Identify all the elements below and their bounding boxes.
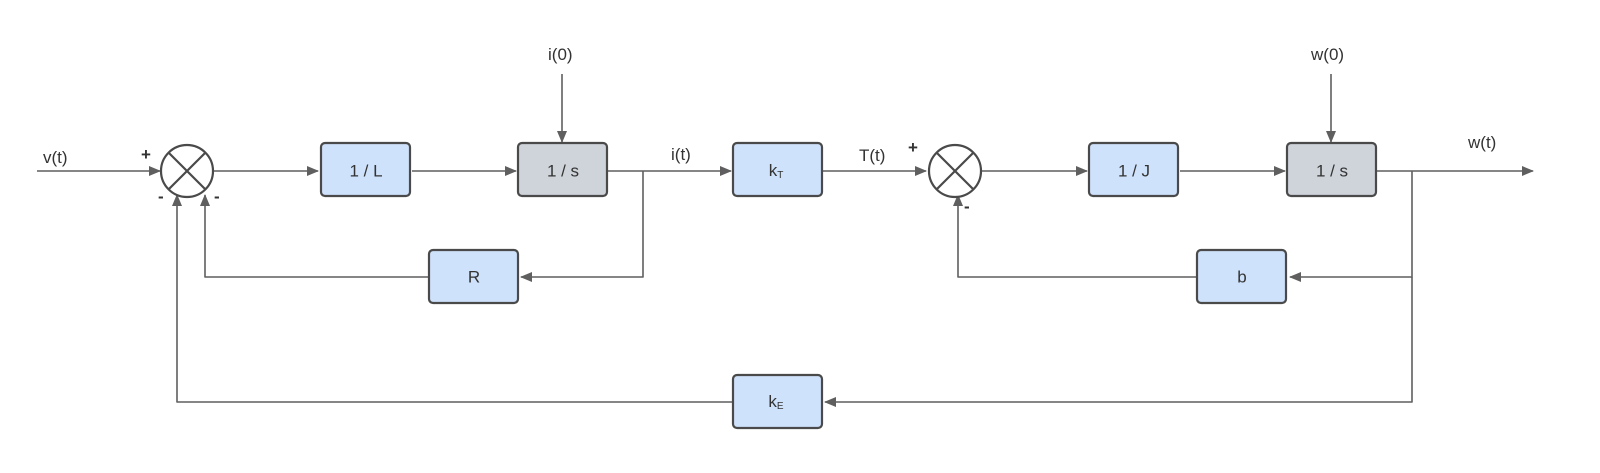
sum1-plus-sign: + [141, 145, 151, 164]
wire-b-to-sum2 [953, 194, 1197, 278]
block-integrator-speed: 1 / s [1285, 141, 1378, 198]
block-inv-l-box [319, 141, 412, 198]
block-kt: kT [731, 141, 824, 198]
block-ke-label: kE [768, 392, 784, 411]
block-b-label: b [1237, 267, 1246, 286]
block-integrator-speed-label: 1 / s [1316, 161, 1348, 180]
junction-sign-labels: + - - + - [141, 138, 970, 216]
block-inv-j-box [1087, 141, 1180, 198]
block-integrator-speed-box [1285, 141, 1378, 198]
summing-junction-1 [159, 143, 215, 199]
block-b-box [1195, 248, 1288, 305]
block-integrator-current-box [516, 141, 609, 198]
sum1-minus-left-sign: - [158, 187, 164, 206]
wire-ke-feedback-forward [824, 277, 1413, 407]
block-r-box [427, 248, 520, 305]
block-inv-j-label: 1 / J [1118, 161, 1150, 180]
sum2-plus-sign: + [908, 138, 918, 157]
wire-ke-to-sum1 [172, 194, 733, 403]
signal-i-label: i(t) [671, 145, 691, 164]
summing-junction-2 [927, 143, 983, 199]
signal-w-label: w(t) [1467, 133, 1496, 152]
block-r: R [427, 248, 520, 305]
block-inv-l: 1 / L [319, 141, 412, 198]
signal-labels: v(t) i(0) i(t) T(t) w(0) w(t) [43, 45, 1496, 167]
block-kt-main: k [769, 161, 778, 180]
signal-w0-label: w(0) [1310, 45, 1344, 64]
signal-t-label: T(t) [859, 146, 885, 165]
sum2-minus-sign: - [964, 197, 970, 216]
connection-lines [37, 74, 1534, 407]
signal-i0-label: i(0) [548, 45, 573, 64]
sum1-minus-right-sign: - [214, 187, 220, 206]
block-r-label: R [468, 267, 480, 286]
block-b: b [1195, 248, 1288, 305]
wire-r-to-sum1 [200, 194, 428, 278]
block-kt-subscript: T [777, 170, 783, 181]
block-ke-box [731, 373, 824, 430]
block-inv-l-label: 1 / L [349, 161, 382, 180]
block-ke: kE [731, 373, 824, 430]
signal-v-label: v(t) [43, 148, 68, 167]
block-kt-box [731, 141, 824, 198]
block-kt-label: kT [769, 161, 784, 180]
block-ke-subscript: E [777, 401, 784, 412]
block-integrator-current: 1 / s [516, 141, 609, 198]
wire-r-feedback-forward [520, 171, 644, 282]
block-inv-j: 1 / J [1087, 141, 1180, 198]
block-ke-main: k [768, 392, 777, 411]
block-integrator-current-label: 1 / s [547, 161, 579, 180]
